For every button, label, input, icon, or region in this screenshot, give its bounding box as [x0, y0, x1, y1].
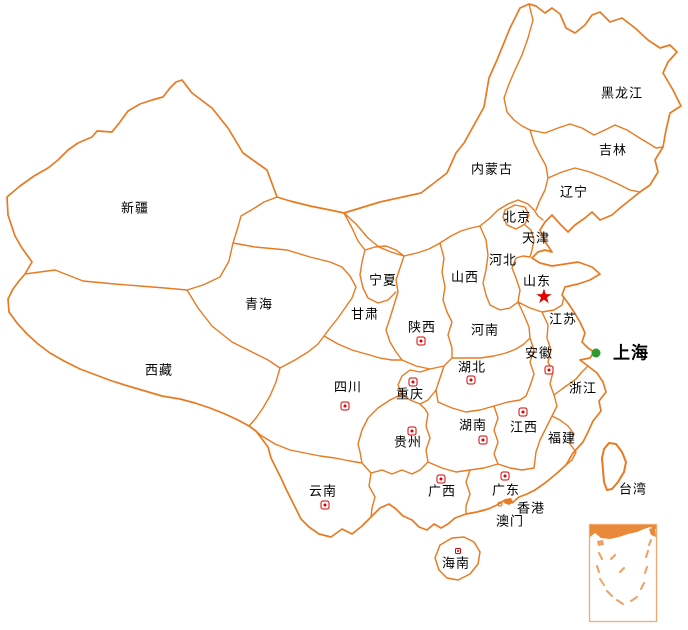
capital-marker-icon [478, 435, 488, 445]
province-label[interactable]: 河北 [488, 252, 518, 268]
province-label[interactable]: 湖南 [458, 417, 488, 433]
province-label[interactable]: 江西 [509, 419, 539, 435]
province-label[interactable]: 西藏 [144, 362, 174, 378]
shanghai-label[interactable]: 上海 [613, 343, 649, 363]
province-label[interactable]: 新疆 [120, 200, 150, 216]
province-label[interactable]: 广西 [427, 483, 457, 499]
capital-marker-icon [416, 336, 426, 346]
inset-coast-fill [590, 525, 656, 539]
province-label[interactable]: 澳门 [495, 513, 525, 529]
capital-marker-icon [407, 426, 417, 436]
south-china-sea-inset-box [588, 523, 658, 623]
province-label[interactable]: 甘肃 [350, 306, 380, 322]
province-label[interactable]: 陕西 [407, 319, 437, 335]
capital-marker-icon [500, 471, 510, 481]
province-label[interactable]: 宁夏 [368, 272, 398, 288]
hongkong-islet [504, 498, 513, 505]
inset-nine-dash-line [596, 539, 652, 605]
mainland-outline [6, 3, 682, 538]
province-label[interactable]: 江苏 [548, 311, 578, 327]
province-label[interactable]: 北京 [502, 209, 532, 225]
province-label[interactable]: 吉林 [598, 142, 628, 158]
taiwan-island [601, 442, 627, 491]
capital-marker-icon [518, 407, 528, 417]
province-label[interactable]: 河南 [470, 322, 500, 338]
province-label[interactable]: 重庆 [395, 386, 425, 402]
capital-marker-icon [466, 375, 476, 385]
province-label[interactable]: 云南 [308, 483, 338, 499]
capital-marker-icon [408, 377, 418, 387]
capital-marker-icon [544, 365, 554, 375]
province-label[interactable]: 内蒙古 [470, 161, 514, 177]
province-label[interactable]: 海南 [441, 555, 471, 571]
capital-marker-icon [320, 500, 330, 510]
capital-marker-icon [340, 401, 350, 411]
province-label[interactable]: 福建 [547, 430, 577, 446]
province-label[interactable]: 辽宁 [559, 184, 589, 200]
province-label[interactable]: 广东 [491, 482, 521, 498]
province-borders [24, 3, 664, 518]
province-label[interactable]: 四川 [333, 379, 363, 395]
shanghai-dot[interactable] [591, 348, 601, 358]
province-label[interactable]: 贵州 [393, 434, 423, 450]
province-label[interactable]: 山东 [522, 273, 552, 289]
capital-marker-icon [436, 474, 446, 484]
capital-star-icon: ★ [535, 284, 553, 308]
hainan-island [434, 536, 481, 581]
province-label[interactable]: 台湾 [618, 481, 648, 497]
inset-taiwan-fill [649, 527, 656, 537]
province-label[interactable]: 青海 [244, 296, 274, 312]
province-label[interactable]: 天津 [521, 230, 551, 246]
province-label[interactable]: 山西 [450, 269, 480, 285]
macau-islet [497, 501, 503, 507]
capital-marker-icon [455, 548, 461, 554]
province-label[interactable]: 黑龙江 [600, 85, 644, 101]
province-label[interactable]: 浙江 [568, 380, 598, 396]
province-label[interactable]: 安徽 [524, 345, 554, 361]
province-label[interactable]: 香港 [516, 500, 546, 516]
inset-hainan-fill [597, 540, 604, 546]
province-label[interactable]: 湖北 [457, 359, 487, 375]
